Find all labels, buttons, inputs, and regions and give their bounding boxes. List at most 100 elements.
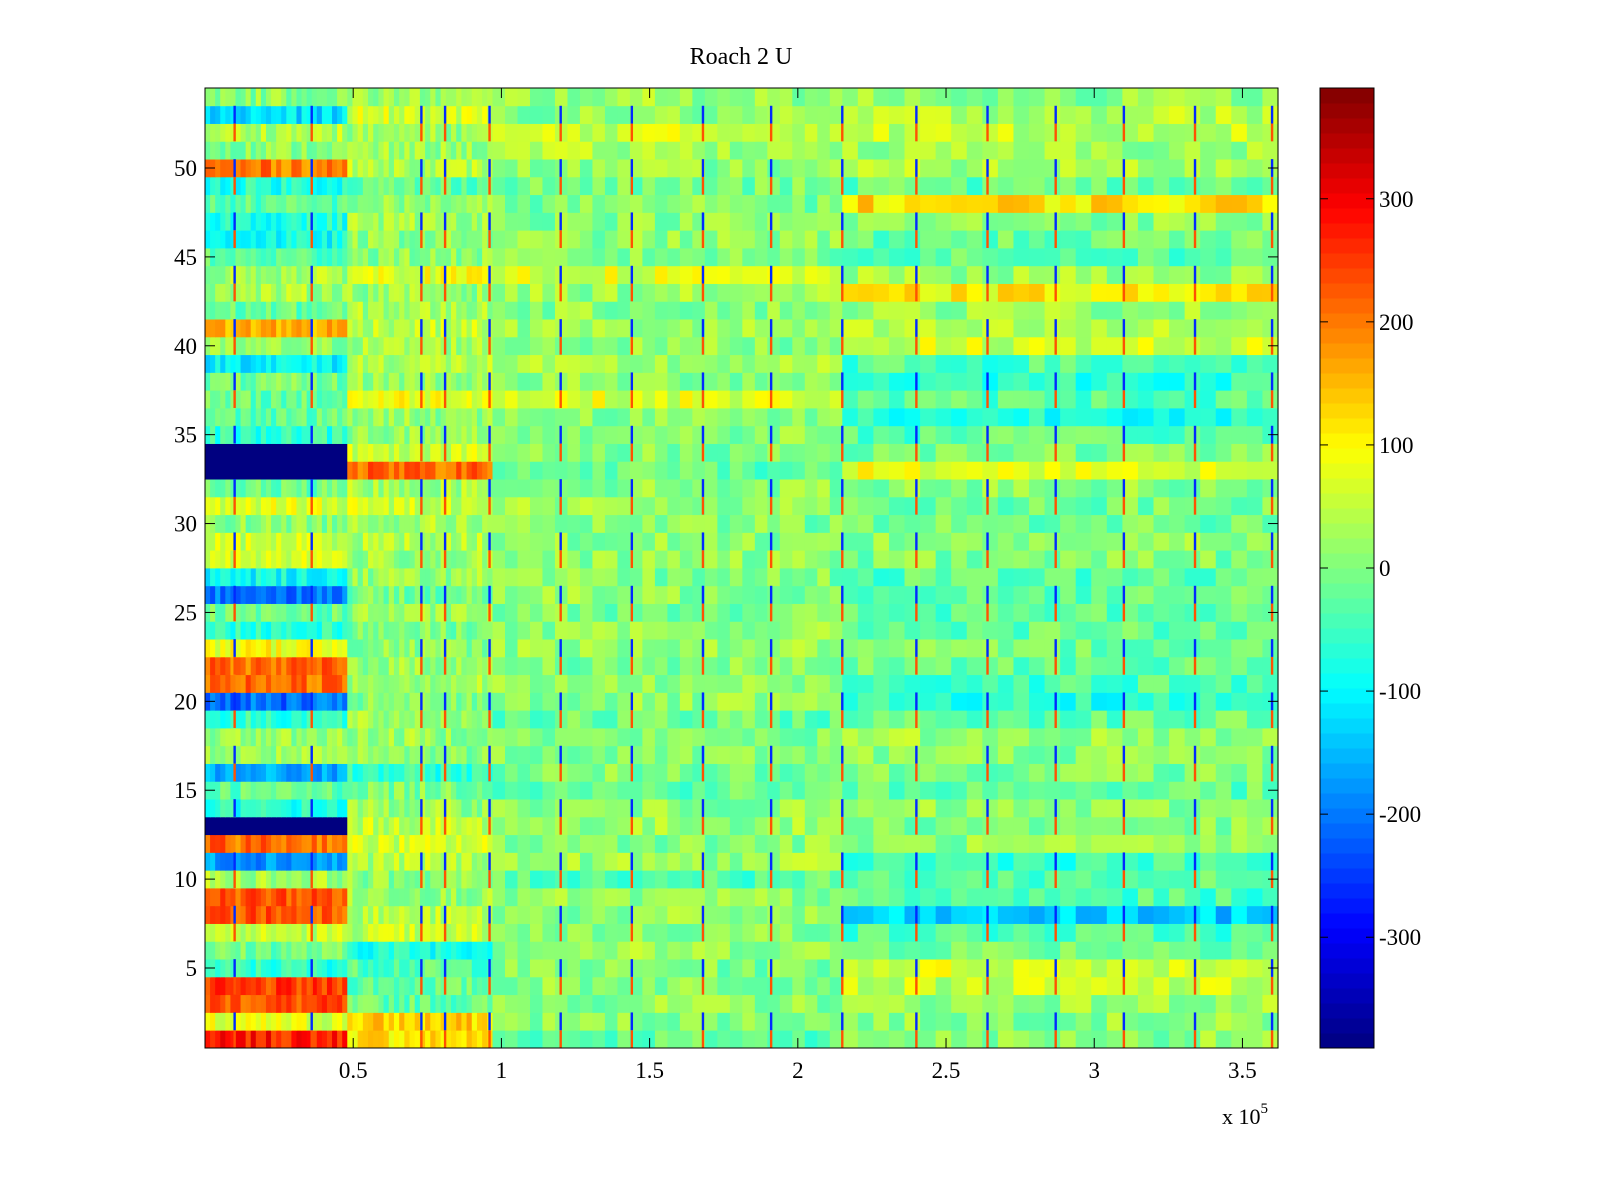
heatmap-cell	[792, 941, 806, 960]
heatmap-cell	[276, 799, 282, 818]
heatmap-cell	[362, 656, 369, 676]
heatmap-cell	[347, 639, 354, 658]
heatmap-cell	[1122, 923, 1139, 942]
heatmap-cell	[451, 479, 457, 498]
heatmap-cell	[425, 461, 431, 480]
heatmap-cell	[311, 870, 318, 889]
heatmap-cell	[642, 941, 656, 960]
heatmap-cell	[321, 799, 328, 818]
heatmap-cell	[1153, 479, 1170, 498]
heatmap-cell	[1106, 550, 1123, 569]
heatmap-cell	[404, 941, 411, 960]
heatmap-cell	[1137, 408, 1155, 427]
heatmap-cell	[642, 763, 656, 782]
heatmap-cell	[368, 710, 374, 729]
heatmap-cell	[362, 621, 369, 640]
heatmap-cell	[357, 888, 364, 907]
heatmap-cell	[679, 532, 693, 551]
heatmap-cell	[205, 1030, 211, 1049]
heatmap-cell	[1246, 888, 1264, 907]
heatmap-cell	[404, 816, 411, 836]
heatmap-cell	[1200, 745, 1217, 764]
heatmap-cell	[1137, 639, 1155, 658]
heatmap-cell	[306, 390, 313, 409]
heatmap-cell	[471, 745, 478, 764]
heatmap-cell	[729, 923, 743, 942]
heatmap-cell	[383, 852, 390, 871]
heatmap-cell	[667, 994, 681, 1013]
heatmap-cell	[951, 479, 968, 498]
heatmap-cell	[997, 870, 1015, 889]
heatmap-cell	[409, 603, 416, 622]
heatmap-cell	[679, 1012, 693, 1031]
heatmap-cell	[1215, 443, 1232, 462]
heatmap-cell	[388, 834, 395, 853]
heatmap-cell	[296, 496, 303, 516]
heatmap-cell	[542, 923, 556, 942]
heatmap-cell	[456, 692, 462, 711]
heatmap-cell	[419, 265, 426, 284]
heatmap-cell	[792, 621, 806, 640]
heatmap-cell	[220, 532, 226, 551]
heatmap-cell	[451, 354, 457, 373]
heatmap-cell	[265, 354, 272, 373]
heatmap-cell	[435, 923, 442, 942]
heatmap-cell	[742, 532, 756, 551]
heatmap-cell	[1215, 994, 1232, 1013]
heatmap-cell	[425, 1030, 431, 1049]
heatmap-cell	[414, 550, 421, 569]
heatmap-cell	[240, 408, 247, 427]
heatmap-cell	[476, 443, 483, 462]
heatmap-cell	[629, 550, 644, 569]
heatmap-cell	[383, 603, 390, 622]
heatmap-cell	[296, 585, 303, 604]
heatmap-cell	[1169, 674, 1186, 693]
heatmap-cell	[997, 283, 1015, 302]
heatmap-cell	[220, 923, 226, 942]
heatmap-cell	[982, 265, 999, 284]
heatmap-cell	[378, 976, 385, 996]
heatmap-cell	[220, 301, 226, 320]
heatmap-cell	[210, 372, 216, 391]
heatmap-cell	[592, 745, 606, 764]
heatmap-cell	[742, 852, 756, 871]
heatmap-cell	[792, 888, 806, 907]
heatmap-cell	[1029, 603, 1046, 622]
heatmap-cell	[729, 710, 743, 729]
heatmap-cell	[792, 994, 806, 1013]
heatmap-cell	[383, 372, 390, 391]
heatmap-cell	[542, 639, 556, 658]
heatmap-cell	[337, 763, 343, 782]
heatmap-cell	[617, 639, 631, 658]
heatmap-cell	[592, 692, 606, 711]
heatmap-cell	[337, 603, 343, 622]
heatmap-cell	[1153, 390, 1170, 409]
heatmap-cell	[286, 674, 292, 693]
heatmap-cell	[205, 568, 211, 587]
heatmap-cell	[679, 550, 693, 569]
heatmap-cell	[704, 710, 718, 729]
heatmap-cell	[857, 461, 874, 480]
heatmap-cell	[255, 390, 262, 409]
heatmap-cell	[440, 674, 447, 693]
heatmap-cell	[225, 692, 232, 711]
heatmap-cell	[332, 959, 338, 978]
heatmap-cell	[435, 283, 442, 302]
heatmap-cell	[425, 425, 431, 444]
heatmap-cell	[804, 1030, 818, 1049]
heatmap-cell	[245, 692, 252, 711]
heatmap-cell	[966, 923, 983, 942]
heatmap-cell	[1200, 799, 1217, 818]
heatmap-cell	[1137, 923, 1155, 942]
heatmap-cell	[1137, 994, 1155, 1013]
heatmap-cell	[240, 710, 247, 729]
heatmap-cell	[517, 994, 531, 1013]
heatmap-cell	[215, 425, 221, 444]
heatmap-cell	[1029, 532, 1046, 551]
heatmap-cell	[604, 514, 619, 533]
heatmap-cell	[829, 745, 843, 764]
heatmap-cell	[873, 1012, 890, 1031]
heatmap-cell	[754, 603, 768, 622]
heatmap-cell	[425, 479, 431, 498]
heatmap-cell	[487, 941, 494, 960]
